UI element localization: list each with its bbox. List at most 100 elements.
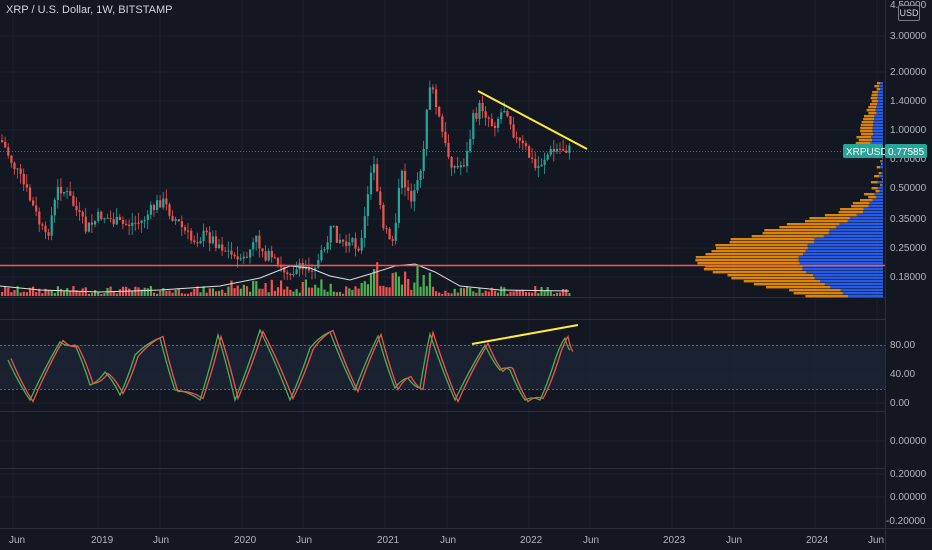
profile-bar-blue [877,187,883,190]
candle-body [202,230,205,242]
profile-bar-orange [695,259,799,262]
volume-bar [143,287,146,296]
oscillator-axis[interactable]: 80.00 40.00 0.00 [890,340,915,409]
candle-body [345,241,348,246]
volume-bar [342,293,345,296]
volume-bar [304,279,307,296]
pane3-tick: 0.00000 [890,436,927,447]
candle-body [342,239,345,242]
volume-bar [252,280,255,296]
candle-body [214,236,218,249]
volume-bar [190,292,193,296]
profile-bar-blue [873,133,883,136]
pane4-axis[interactable]: 0.20000 0.00000 -0.20000 [886,469,927,527]
profile-bar-orange [730,238,815,241]
profile-bar-orange [764,229,830,232]
candle-body [289,273,292,276]
price-trendline[interactable] [477,90,588,150]
volume-bar [159,290,162,296]
volume-bar [307,287,311,296]
candle-body [472,112,475,140]
oscillator-trendline[interactable] [471,324,579,345]
candle-body [177,219,180,222]
candle-body [425,109,428,149]
pane3-axis[interactable]: 0.00000 [890,436,927,447]
candle-body [329,225,332,243]
candle-body [348,242,351,246]
candle-body [484,111,487,118]
profile-bar-orange [860,127,873,130]
candle-body [208,232,211,244]
candle-body [540,164,543,167]
volume-bar [444,290,447,296]
profile-bar-blue [823,235,883,238]
candle-body [444,131,447,144]
profile-bar-blue [877,100,883,103]
profile-bar-orange [881,163,883,166]
volume-bar [298,292,301,296]
profile-bar-blue [814,238,883,241]
candle-body [187,230,190,232]
candle-body [283,267,286,273]
volume-bar [410,289,413,296]
volume-bar [13,290,16,296]
candle-body [100,211,103,220]
volume-bar [19,292,22,296]
candle-body [323,249,326,251]
candle-body [354,238,357,249]
profile-bar-blue [876,196,883,199]
profile-bar-orange [697,262,800,265]
candle-body [376,164,379,192]
volume-bar [497,292,500,296]
pane4-tick: 0.20000 [890,469,927,480]
candle-body [218,244,221,249]
volume-bar [478,288,481,296]
candle-body [103,218,106,220]
profile-bar-orange [753,283,825,286]
profile-bar-blue [828,232,883,235]
currency-badge[interactable]: USD [898,5,920,21]
profile-bar-blue [807,244,883,247]
profile-bar-blue [807,247,883,250]
candle-body [478,102,481,119]
profile-bar-blue [873,121,883,124]
price-tick: 3.00000 [890,31,927,42]
volume-bar [56,286,59,296]
profile-bar-orange [856,136,872,139]
profile-bar-orange [868,106,877,109]
candle-body [183,227,187,231]
time-label: Jun [440,535,456,546]
volume-bar [174,289,177,296]
volume-bar [317,287,320,296]
candle-body [149,204,152,215]
profile-bar-orange [880,160,882,163]
volume-bar [400,284,404,296]
candle-body [363,216,366,238]
symbol-title[interactable]: XRP / U.S. Dollar, 1W, BITSTAMP [6,4,173,16]
profile-bar-orange [762,232,829,235]
profile-bar-blue [863,208,883,211]
candle-body [400,170,404,188]
candle-body [531,157,534,160]
time-axis[interactable]: Jun 2019 Jun 2020 Jun 2021 Jun 2022 Jun … [9,535,884,546]
last-price-tag[interactable]: 0.77585 [885,144,927,158]
profile-bar-blue [880,166,883,169]
profile-bar-blue [799,262,883,265]
candle-body [66,191,69,193]
profile-bar-orange [731,277,815,280]
profile-bar-blue [839,223,883,226]
price-axis[interactable]: 3.00000 2.00000 1.40000 1.00000 0.70000 … [890,0,927,283]
volume-bar [236,285,239,296]
symbol-tag[interactable]: XRPUSD [843,144,888,158]
volume-bar [280,280,283,296]
volume-bar [348,288,351,296]
volume-bar [388,287,391,296]
candle-body [475,112,478,119]
volume-bar [221,289,224,296]
candle-body [112,219,115,225]
candle-body [332,225,335,227]
profile-bar-blue [872,139,883,142]
volume-bar [419,286,422,296]
